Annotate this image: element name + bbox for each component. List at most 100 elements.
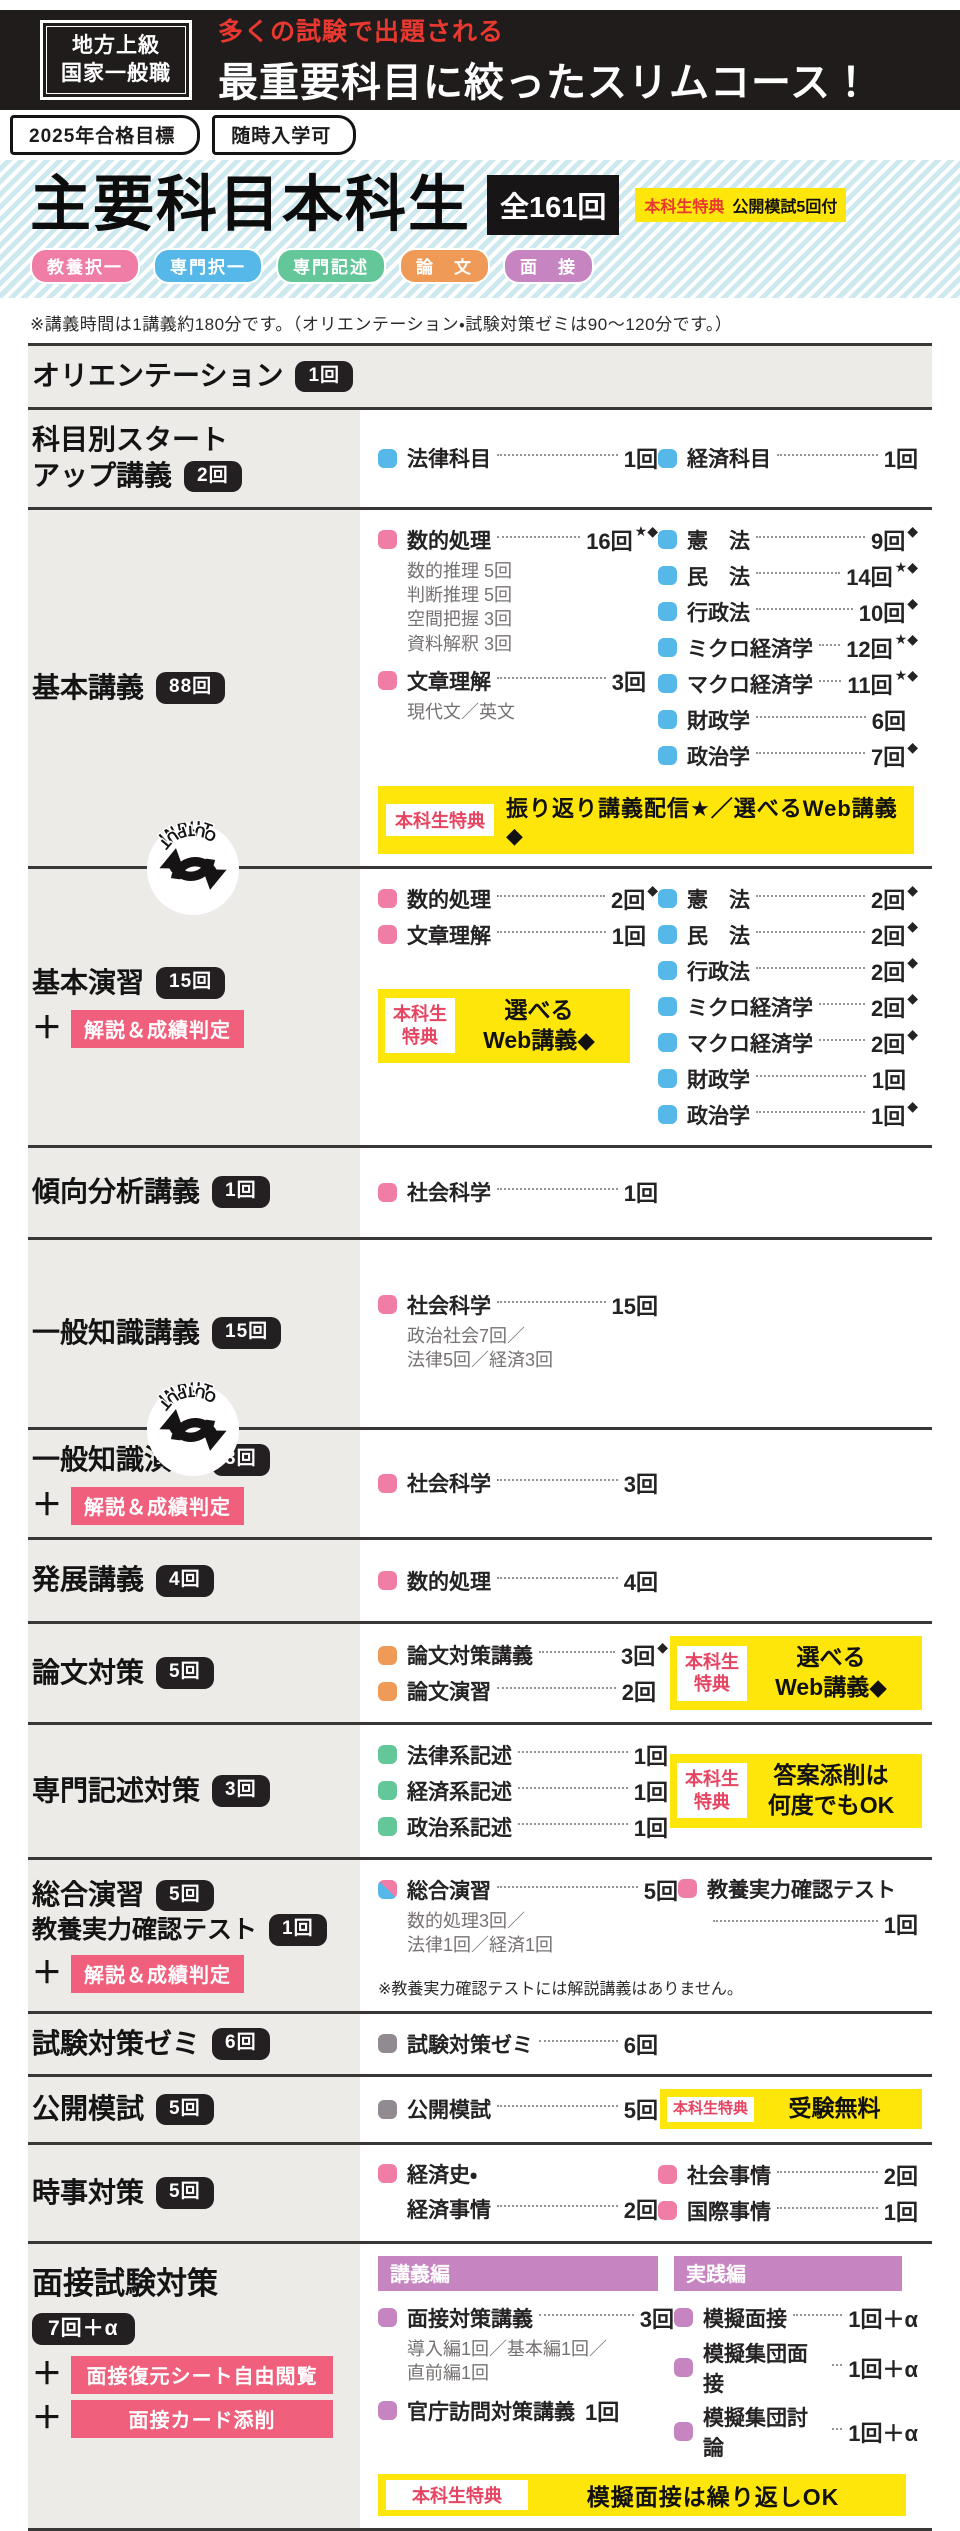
- course-item: 模擬面接 1回＋α: [674, 2302, 918, 2334]
- item-count: 2回: [870, 1031, 906, 1057]
- item-marks: ★◆: [894, 559, 918, 576]
- course-item: マクロ経済学 2回 ◆: [658, 1026, 918, 1059]
- item-name: マクロ経済学: [687, 673, 813, 697]
- item-count: 1回: [883, 447, 918, 473]
- row-basic-lecture: 基本講義 88回 数的処理 16回 ★◆ 数的推理 5回 判断推理 5回: [28, 509, 932, 869]
- target-pills: 2025年合格目標 随時入学可: [10, 115, 960, 155]
- lecture-note: ※講義時間は1講義約180分です。（オリエンテーション・試験対策ゼミは90～12…: [30, 315, 733, 334]
- item-subdetail: 現代文／英文: [407, 701, 515, 722]
- item-count: 2回: [883, 2163, 918, 2189]
- row-mock-exam: 公開模試 5回 公開模試 5回 本科生特典 受験無料: [28, 2076, 932, 2145]
- section-note: ※教養実力確認テストには解説講義はありません。: [378, 1980, 743, 1998]
- dotted-leader: [497, 1188, 618, 1191]
- item-bullet: [378, 2308, 397, 2328]
- item-subdetail: 数的推理 5回 判断推理 5回 空間把握 3回 資料解釈 3回: [407, 560, 513, 654]
- course-item: 公開模試 5回: [378, 2093, 658, 2125]
- item-name: 財政学: [687, 1068, 750, 1092]
- dotted-leader: [756, 894, 865, 897]
- item-bullet: [378, 889, 397, 909]
- dotted-leader: [793, 2313, 843, 2316]
- item-marks: ◆: [907, 595, 918, 612]
- plus-sign: ＋: [32, 1489, 62, 1523]
- course-item: 社会科学 1回: [378, 1176, 658, 1208]
- course-curriculum-poster: { "palette": { "black_bar": "#201c1c", "…: [0, 10, 960, 2531]
- bonus-box-text: 選べる Web講義◆: [775, 1644, 887, 1701]
- bonus-box-label: 本科生 特典: [677, 1645, 747, 1701]
- grading-badge: 解説＆成績判定: [71, 1955, 244, 1994]
- interview-card-badge: 面接カード添削: [71, 2400, 333, 2439]
- interview-sheet-badge: 面接復元シート自由閲覧: [71, 2356, 333, 2395]
- dotted-leader: [539, 2313, 634, 2316]
- session-count-badge: 1回: [269, 1914, 327, 1946]
- bonus-box: 本科生 特典 答案添削は 何度でもOK: [670, 1754, 922, 1828]
- dotted-leader: [713, 1919, 878, 1922]
- session-count-badge: 15回: [212, 1317, 282, 1350]
- item-bullet: [378, 1745, 397, 1765]
- course-item: 財政学 1回: [658, 1063, 918, 1095]
- course-item: 政治学 7回 ◆: [658, 739, 918, 772]
- row-trend: 傾向分析講義 1回 社会科学 1回: [28, 1147, 932, 1240]
- item-name: 財政学: [687, 709, 750, 733]
- item-name: 試験対策ゼミ: [407, 2033, 533, 2057]
- item-bullet: [658, 746, 677, 766]
- dotted-leader: [756, 607, 853, 610]
- tag-senmon-kijutsu: 専門記述: [276, 248, 386, 284]
- section-title: 総合演習: [32, 1879, 145, 1911]
- item-bullet: [658, 710, 677, 730]
- session-count-badge: 88回: [156, 671, 226, 704]
- item-bullet: [378, 1817, 397, 1837]
- item-name: 民 法: [687, 565, 750, 589]
- bonus-banner: 本科生特典 振り返り講義配信★／選べるWeb講義◆: [378, 785, 914, 854]
- exam-type-tags: 教養択一 専門択一 専門記述 論 文 面 接: [30, 248, 940, 284]
- bonus-box-text: 答案添削は 何度でもOK: [767, 1762, 895, 1818]
- item-bullet: [378, 1182, 397, 1202]
- dotted-leader: [819, 1038, 865, 1041]
- item-count: 1回: [633, 1743, 668, 1769]
- dotted-leader: [756, 571, 841, 574]
- item-bullet: [378, 1295, 397, 1315]
- bonus-box-label: 本科生 特典: [677, 1763, 747, 1819]
- session-count-badge: 1回: [212, 1176, 270, 1209]
- item-name: 総合演習: [407, 1879, 491, 1903]
- item-count: 1回: [585, 2399, 620, 2425]
- item-count: 1回: [633, 1779, 668, 1805]
- course-item: 民 法 14回 ★◆: [658, 559, 918, 592]
- plus-sign: ＋: [32, 2402, 62, 2436]
- input-output-cycle-icon: INPUT OUTPUT: [146, 814, 240, 915]
- item-name: 法律科目: [407, 448, 491, 472]
- section-title: 一般知識講義: [32, 1317, 201, 1349]
- section-title-line2: アップ講義: [32, 460, 173, 492]
- bonus-banner-label: 本科生特典: [386, 803, 494, 836]
- course-item: 社会科学 3回: [378, 1467, 658, 1499]
- title-band: 主要科目本科生 全161回 本科生特典 公開模試5回付 教養択一 専門択一 専門…: [0, 160, 960, 298]
- item-name: 模擬面接: [703, 2307, 787, 2331]
- plus-sign: ＋: [32, 1957, 62, 1991]
- item-marks: ◆: [907, 739, 918, 756]
- row-basic-practice: INPUT OUTPUT 基本演習 15回 ＋ 解説＆成績判定 数的処理 2回 ◆ …: [28, 814, 932, 1148]
- item-count: 1回: [633, 1815, 668, 1841]
- dotted-leader: [756, 751, 865, 754]
- section-title: 論文対策: [32, 1656, 145, 1688]
- bonus-box-text: 受験無料: [788, 2095, 881, 2122]
- item-marks: ◆: [907, 523, 918, 540]
- tag-ronbun: 論 文: [399, 248, 490, 284]
- course-item: 経済事情 2回: [407, 2193, 658, 2225]
- dotted-leader: [832, 2363, 843, 2366]
- tag-senmon-takuitsu: 専門択一: [153, 248, 263, 284]
- course-item: 数的処理 2回 ◆: [378, 882, 658, 915]
- item-count: 5回: [643, 1878, 678, 1904]
- item-count: 2回: [610, 887, 646, 913]
- input-output-cycle-icon: INPUT OUTPUT: [146, 1375, 240, 1476]
- bonus-label: 本科生特典: [644, 198, 725, 216]
- dotted-leader: [756, 715, 866, 718]
- item-bullet: [658, 2201, 677, 2221]
- session-count-badge: 5回: [156, 1879, 214, 1912]
- session-count-badge: 5回: [156, 2177, 214, 2209]
- course-item: 面接対策講義 3回: [378, 2302, 674, 2334]
- item-bullet: [378, 1781, 397, 1801]
- course-item: 行政法 2回 ◆: [658, 954, 918, 987]
- row-seminar: 試験対策ゼミ 6回 試験対策ゼミ 6回: [28, 2013, 932, 2077]
- course-item: 社会事情 2回: [658, 2159, 918, 2191]
- section-title: 基本演習: [32, 967, 145, 999]
- catch-copy: 多くの試験で出題される 最重要科目に絞ったスリムコース！: [218, 12, 872, 108]
